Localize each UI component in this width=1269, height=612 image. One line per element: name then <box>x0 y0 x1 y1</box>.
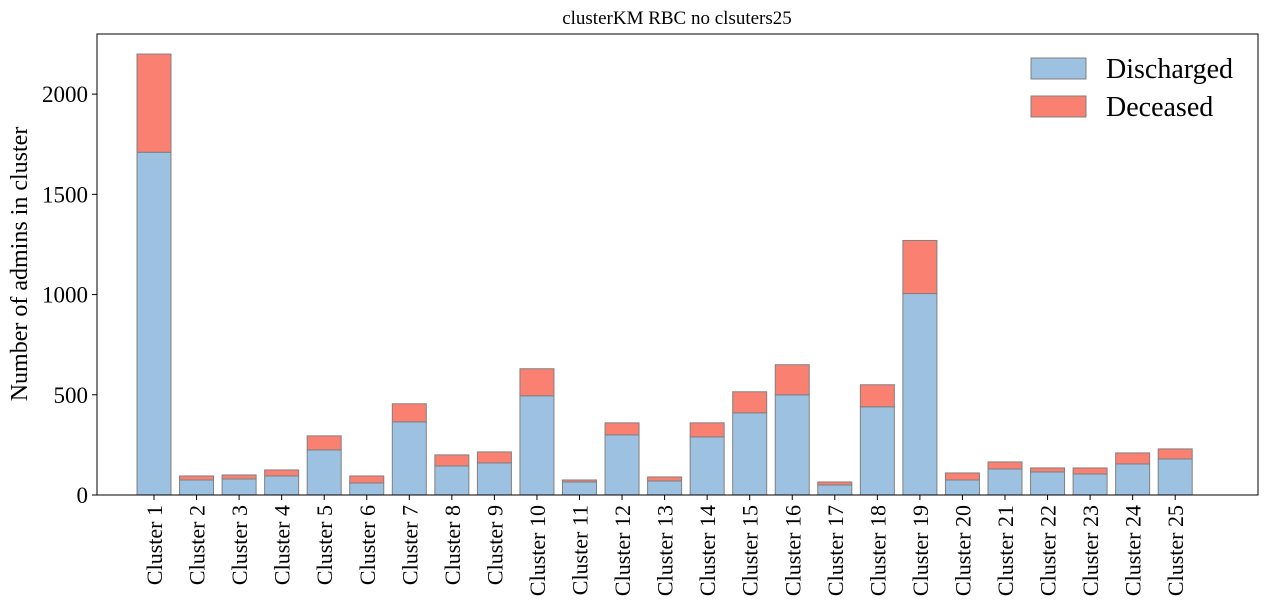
x-tick-label: Cluster 11 <box>568 505 593 595</box>
bar-discharged-22 <box>1030 471 1066 496</box>
bar-deceased-19 <box>902 239 938 295</box>
y-axis-label: Number of admins in cluster <box>7 127 33 402</box>
x-tick-label: Cluster 22 <box>1036 505 1061 596</box>
x-tick-label: Cluster 7 <box>397 505 422 585</box>
bar-discharged-21 <box>987 468 1023 496</box>
x-tick-label: Cluster 21 <box>993 505 1018 596</box>
bar-deceased-22 <box>1030 467 1066 473</box>
x-tick-label: Cluster 23 <box>1078 505 1103 596</box>
bar-discharged-15 <box>732 412 768 496</box>
bar-deceased-10 <box>519 368 555 397</box>
bar-deceased-8 <box>434 454 470 467</box>
bar-deceased-18 <box>859 384 895 408</box>
x-tick-label: Cluster 25 <box>1163 505 1188 596</box>
bar-discharged-19 <box>902 293 938 496</box>
bar-deceased-25 <box>1157 448 1193 460</box>
bar-discharged-7 <box>391 421 427 496</box>
bar-discharged-17 <box>817 484 853 496</box>
chart-title: clusterKM RBC no clsuters25 <box>562 8 792 29</box>
bar-discharged-11 <box>562 481 597 496</box>
y-tick-label: 2000 <box>42 82 88 107</box>
bar-deceased-6 <box>349 475 385 484</box>
bar-deceased-2 <box>179 475 215 481</box>
bar-discharged-4 <box>264 475 300 496</box>
bar-discharged-1 <box>136 151 172 496</box>
bar-discharged-16 <box>774 394 810 496</box>
bar-discharged-23 <box>1072 473 1108 496</box>
legend-label-deceased: Deceased <box>1106 92 1213 123</box>
x-tick-label: Cluster 20 <box>950 505 975 596</box>
bar-deceased-13 <box>647 476 683 482</box>
bar-deceased-9 <box>476 451 512 464</box>
bar-deceased-12 <box>604 422 640 436</box>
bar-discharged-25 <box>1157 458 1193 496</box>
bar-discharged-18 <box>859 406 895 496</box>
bar-deceased-4 <box>264 469 300 477</box>
x-tick-label: Cluster 6 <box>355 505 380 585</box>
bar-discharged-8 <box>434 465 470 496</box>
bar-deceased-11 <box>562 479 597 483</box>
x-tick-label: Cluster 13 <box>653 505 678 596</box>
x-tick-label: Cluster 24 <box>1121 505 1146 596</box>
bar-discharged-6 <box>349 482 385 496</box>
bar-discharged-5 <box>306 449 342 496</box>
y-tick-label: 0 <box>77 483 89 508</box>
legend: Discharged Deceased <box>1030 54 1233 123</box>
bar-discharged-3 <box>221 478 257 496</box>
x-ticks: Cluster 1 Cluster 2 Cluster 3 Cluster 4 Clus… <box>142 495 1188 596</box>
bar-discharged-14 <box>689 436 725 496</box>
bar-deceased-5 <box>306 435 342 451</box>
bar-deceased-23 <box>1072 467 1108 475</box>
x-tick-label: Cluster 8 <box>440 505 465 585</box>
legend-label-discharged: Discharged <box>1106 54 1233 85</box>
bar-deceased-15 <box>732 391 768 414</box>
y-tick-label: 1500 <box>42 182 88 207</box>
bar-deceased-7 <box>391 403 427 423</box>
y-tick-label: 1000 <box>42 283 88 308</box>
legend-swatch-discharged <box>1030 57 1087 80</box>
x-tick-label: Cluster 9 <box>482 505 507 585</box>
y-ticks: 0 500 1000 1500 2000 <box>42 82 97 508</box>
bar-deceased-16 <box>774 364 810 396</box>
bar-discharged-20 <box>944 479 980 496</box>
x-tick-label: Cluster 5 <box>312 505 337 585</box>
x-tick-label: Cluster 4 <box>270 505 295 585</box>
x-tick-label: Cluster 2 <box>185 505 210 585</box>
bar-deceased-14 <box>689 422 725 438</box>
x-tick-label: Cluster 10 <box>525 505 550 596</box>
bars-group <box>136 53 1193 496</box>
x-tick-label: Cluster 15 <box>738 505 763 596</box>
y-tick-label: 500 <box>54 383 89 408</box>
bar-deceased-1 <box>136 53 172 153</box>
bar-discharged-9 <box>476 462 512 496</box>
x-tick-label: Cluster 17 <box>823 505 848 596</box>
bar-discharged-12 <box>604 434 640 496</box>
bar-deceased-24 <box>1115 452 1151 465</box>
bar-deceased-3 <box>221 474 257 480</box>
bar-discharged-24 <box>1115 463 1151 496</box>
x-tick-label: Cluster 16 <box>780 505 805 596</box>
x-tick-label: Cluster 18 <box>865 505 890 596</box>
bar-deceased-17 <box>817 481 853 486</box>
legend-swatch-deceased <box>1030 95 1087 118</box>
x-tick-label: Cluster 1 <box>142 505 167 585</box>
x-tick-label: Cluster 19 <box>908 505 933 596</box>
bar-deceased-20 <box>944 472 980 481</box>
bar-deceased-21 <box>987 461 1023 470</box>
bar-discharged-13 <box>647 480 683 496</box>
plot-frame <box>96 33 1259 496</box>
bar-discharged-10 <box>519 395 555 496</box>
x-tick-label: Cluster 3 <box>227 505 252 585</box>
x-tick-label: Cluster 12 <box>610 505 635 596</box>
x-tick-label: Cluster 14 <box>695 505 720 596</box>
bar-discharged-2 <box>179 479 215 496</box>
